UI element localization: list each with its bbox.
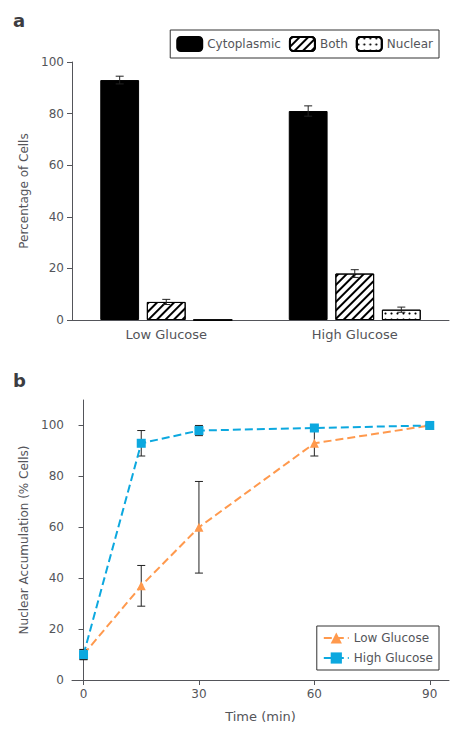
svg-text:Low Glucose: Low Glucose [125, 327, 207, 342]
svg-text:Cytoplasmic: Cytoplasmic [207, 37, 281, 51]
svg-text:60: 60 [307, 687, 322, 701]
svg-text:80: 80 [49, 107, 64, 121]
svg-text:60: 60 [49, 520, 64, 534]
svg-text:20: 20 [49, 622, 64, 636]
svg-text:0: 0 [56, 313, 64, 327]
svg-text:Percentage of Cells: Percentage of Cells [17, 133, 31, 248]
svg-text:High Glucose: High Glucose [354, 651, 433, 665]
svg-text:30: 30 [191, 687, 206, 701]
svg-text:40: 40 [49, 571, 64, 585]
svg-text:0: 0 [80, 687, 88, 701]
svg-text:Nuclear Accumulation (% Cells): Nuclear Accumulation (% Cells) [17, 446, 31, 635]
svg-text:80: 80 [49, 469, 64, 483]
svg-text:High Glucose: High Glucose [312, 327, 398, 342]
svg-text:Low Glucose: Low Glucose [354, 631, 429, 645]
svg-text:40: 40 [49, 210, 64, 224]
svg-text:Both: Both [320, 37, 348, 51]
svg-text:20: 20 [49, 261, 64, 275]
svg-text:0: 0 [56, 673, 64, 687]
svg-text:a: a [13, 10, 25, 31]
svg-text:90: 90 [422, 687, 437, 701]
svg-text:100: 100 [41, 418, 64, 432]
svg-text:b: b [13, 370, 26, 391]
svg-text:100: 100 [41, 55, 64, 69]
svg-text:Time (min): Time (min) [224, 709, 296, 724]
svg-text:60: 60 [49, 158, 64, 172]
svg-text:Nuclear: Nuclear [387, 37, 433, 51]
